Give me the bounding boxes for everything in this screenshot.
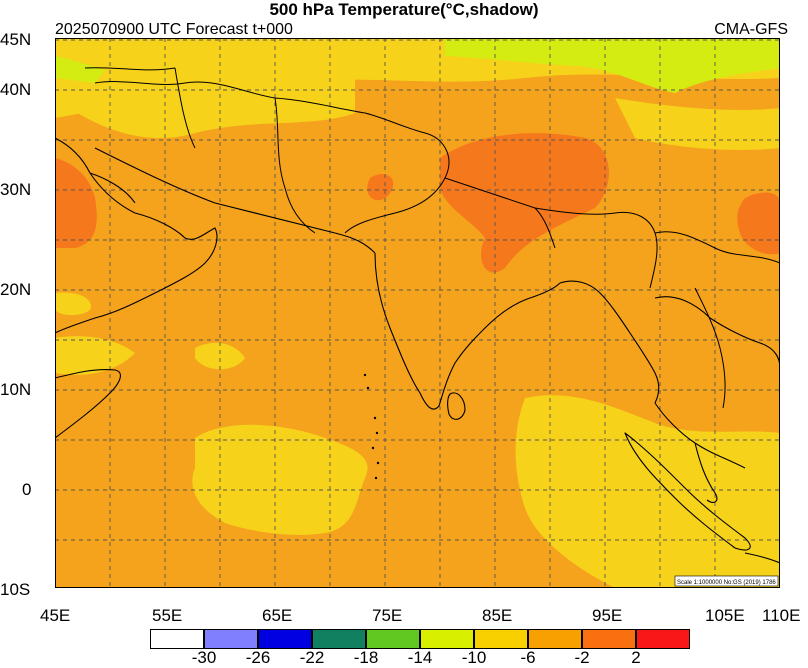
temperature-map: Scale 1:1000000 No:GS (2019) 1786: [55, 38, 780, 588]
colorbar-label: -6: [520, 648, 536, 667]
field-lime-west: [55, 56, 105, 83]
lat-label-40n: 40N: [0, 80, 32, 99]
colorbar-label: -30: [191, 648, 217, 667]
colorbar-label: -2: [574, 648, 590, 667]
lon-label-55e: 55E: [152, 606, 183, 625]
model-name: CMA-GFS: [714, 21, 788, 38]
lat-label-30n: 30N: [0, 180, 32, 199]
lat-label-0: 0: [22, 480, 32, 499]
colorbar-label: -22: [299, 648, 325, 667]
field-tibet-warm: [440, 133, 609, 273]
lon-label-65e: 65E: [262, 606, 293, 625]
run-info: 2025070900 UTC Forecast t+000: [55, 21, 293, 38]
lon-label-75e: 75E: [372, 606, 403, 625]
field-equatorial-yellow-west: [192, 424, 368, 535]
colorbar-label: -26: [245, 648, 271, 667]
lat-label-20n: 20N: [0, 280, 32, 299]
map-title: 500 hPa Temperature(°C,shadow): [269, 0, 539, 19]
field-lime-north: [445, 38, 780, 93]
lon-label-110e: 110E: [762, 606, 801, 625]
colorbar-label: -10: [461, 648, 487, 667]
lon-label-45e: 45E: [40, 606, 71, 625]
lon-label-95e: 95E: [592, 606, 623, 625]
field-northwest-yellow: [55, 38, 355, 139]
lat-label-10n: 10N: [0, 380, 32, 399]
colorbar-box-3: [258, 629, 312, 649]
colorbar-label: -14: [407, 648, 433, 667]
colorbar-box-6: [420, 629, 474, 649]
colorbar-box-10: [636, 629, 690, 649]
map-frame: [55, 38, 780, 588]
field-west-yellow-small: [55, 292, 91, 316]
scale-note: Scale 1:1000000 No:GS (2019) 1786: [677, 580, 776, 586]
maldives-islands: [363, 373, 380, 480]
field-arabian-sea-yellow: [195, 342, 245, 370]
colorbar-box-8: [528, 629, 582, 649]
colorbar-box-9: [582, 629, 636, 649]
coastlines: [55, 137, 780, 564]
colorbar-box-7: [474, 629, 528, 649]
field-kashmir-warm: [367, 173, 394, 201]
lon-label-85e: 85E: [482, 606, 513, 625]
scale-note-box: [674, 575, 779, 587]
colorbar-label: -18: [353, 648, 379, 667]
lat-label-10s: 10S: [0, 580, 31, 599]
lat-label-45n: 45N: [0, 30, 32, 49]
graticule: [55, 38, 780, 588]
field-northeast-yellow: [615, 98, 780, 150]
colorbar-box-1: [150, 629, 204, 649]
field-east-warm: [737, 192, 780, 255]
colorbar-label: 2: [631, 648, 641, 667]
colorbar-box-4: [312, 629, 366, 649]
field-arabia-warm: [55, 158, 97, 248]
field-somalia-yellow: [55, 336, 135, 375]
colorbar-box-2: [204, 629, 258, 649]
borders: [84, 67, 780, 409]
colorbar-box-5: [366, 629, 420, 649]
lon-label-105e: 105E: [705, 606, 745, 625]
